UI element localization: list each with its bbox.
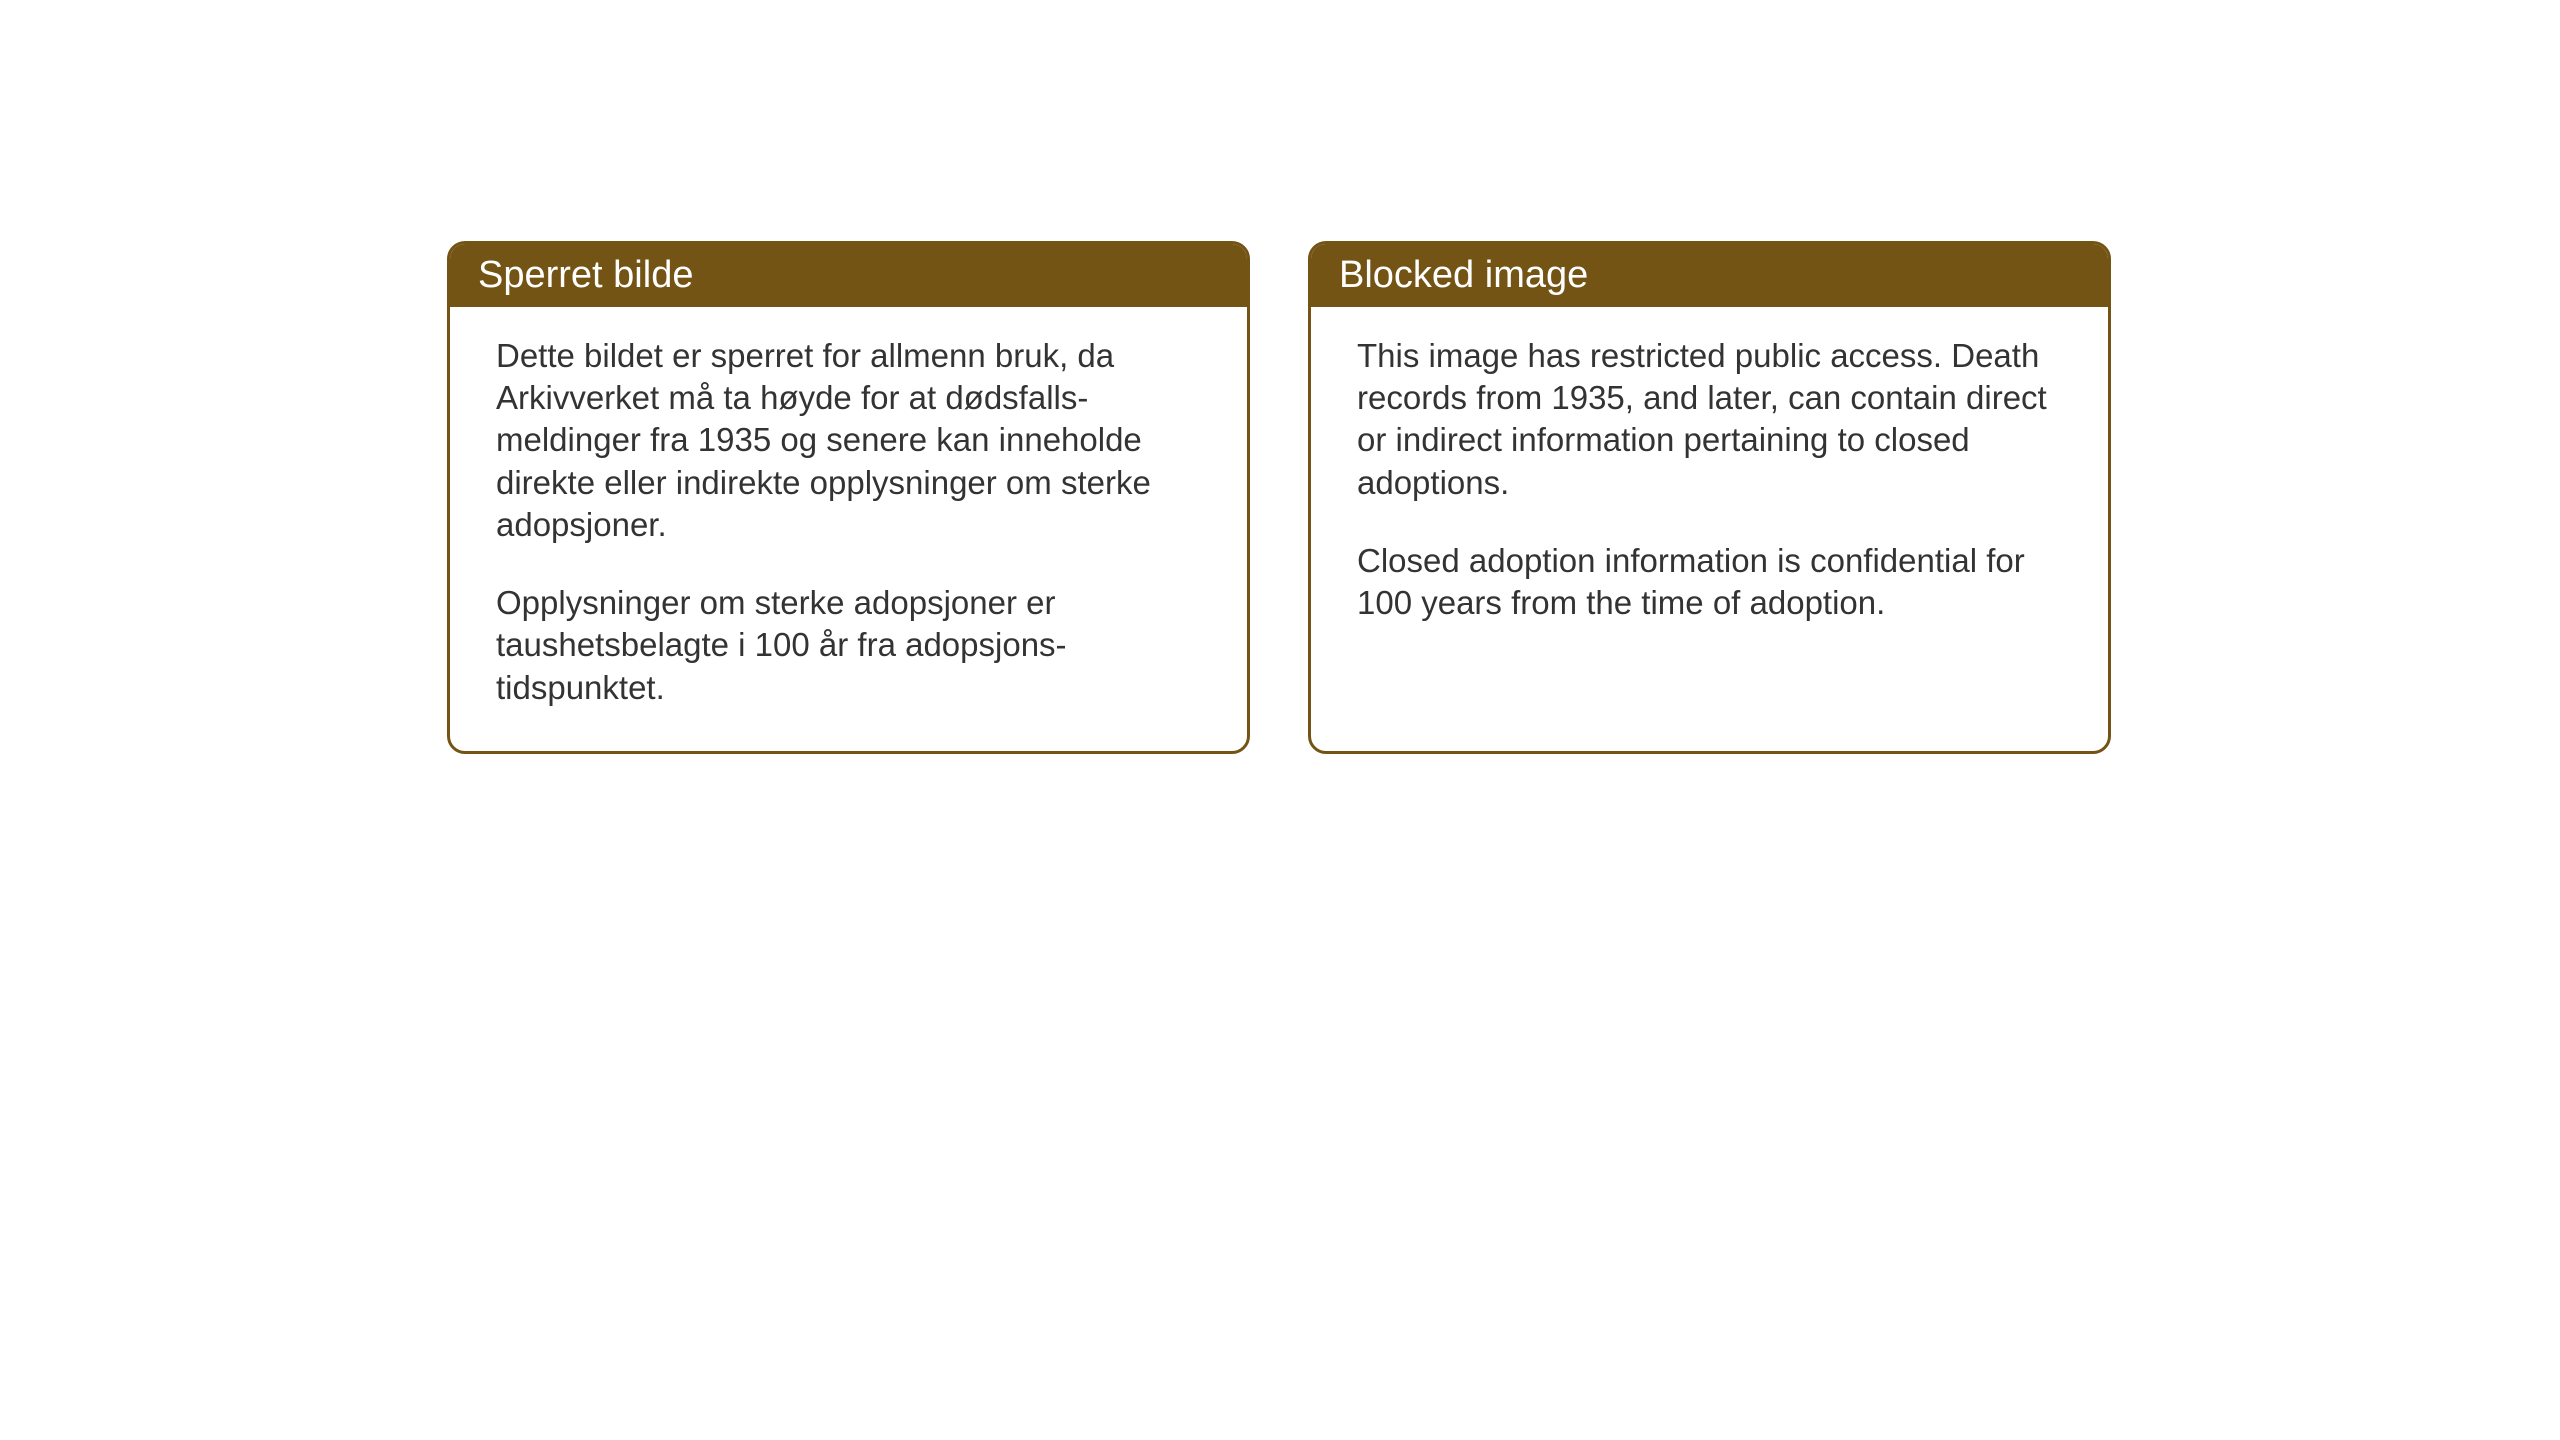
card-paragraph-norwegian-2: Opplysninger om sterke adopsjoner er tau… <box>496 582 1201 709</box>
card-title-english: Blocked image <box>1339 254 1588 296</box>
card-header-english: Blocked image <box>1311 244 2108 307</box>
card-paragraph-english-1: This image has restricted public access.… <box>1357 335 2062 504</box>
card-norwegian: Sperret bilde Dette bildet er sperret fo… <box>447 241 1250 754</box>
card-title-norwegian: Sperret bilde <box>478 254 693 296</box>
card-paragraph-english-2: Closed adoption information is confident… <box>1357 540 2062 624</box>
card-paragraph-norwegian-1: Dette bildet er sperret for allmenn bruk… <box>496 335 1201 546</box>
cards-container: Sperret bilde Dette bildet er sperret fo… <box>447 241 2111 754</box>
card-english: Blocked image This image has restricted … <box>1308 241 2111 754</box>
card-header-norwegian: Sperret bilde <box>450 244 1247 307</box>
card-body-english: This image has restricted public access.… <box>1311 307 2108 666</box>
card-body-norwegian: Dette bildet er sperret for allmenn bruk… <box>450 307 1247 751</box>
